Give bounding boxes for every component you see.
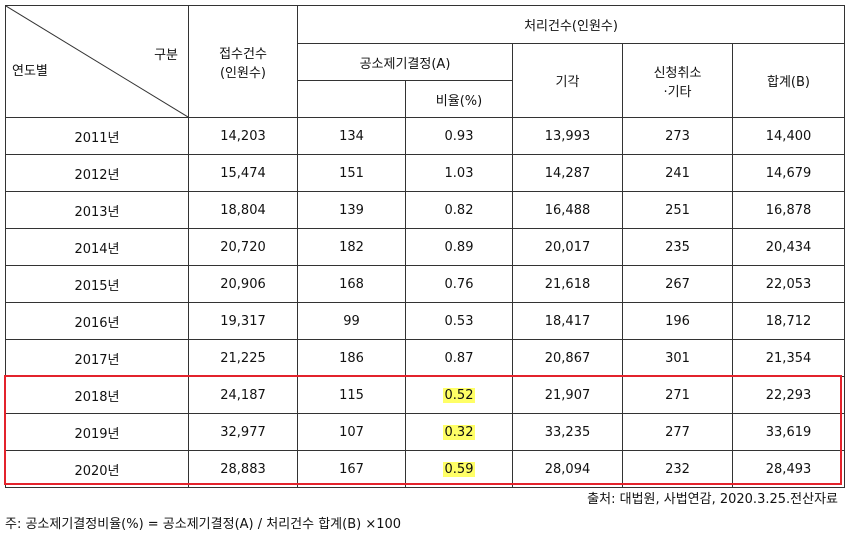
header-year-label: 연도별 — [12, 64, 48, 79]
cell-year: 2014년 — [5, 228, 189, 266]
cell-decision: 186 — [297, 339, 406, 377]
cell-year: 2013년 — [5, 191, 189, 229]
header-corner: 구분 연도별 — [5, 5, 189, 118]
cell-dismissed: 20,867 — [512, 339, 623, 377]
header-ratio: 비율(%) — [405, 80, 513, 118]
cell-dismissed: 21,907 — [512, 376, 623, 414]
cell-total: 33,619 — [731, 413, 846, 451]
cell-received: 28,883 — [188, 450, 298, 488]
cell-received: 32,977 — [188, 413, 298, 451]
cell-decision: 134 — [297, 117, 406, 155]
cell-decision: 151 — [297, 154, 406, 192]
cell-dismissed: 21,618 — [512, 265, 623, 303]
cell-received: 18,804 — [188, 191, 298, 229]
cell-decision: 99 — [297, 302, 406, 340]
table-row-highlighted: 2020년 28,883 167 0.59 28,094 232 28,493 — [5, 450, 846, 488]
ratio-highlight: 0.32 — [442, 424, 476, 440]
cell-withdrawn: 271 — [622, 376, 733, 414]
cell-received: 14,203 — [188, 117, 298, 155]
table-row: 2015년 20,906 168 0.76 21,618 267 22,053 — [5, 265, 846, 303]
header-decision-blank — [297, 80, 406, 118]
cell-dismissed: 18,417 — [512, 302, 623, 340]
cell-total: 20,434 — [731, 228, 846, 266]
table-row: 2016년 19,317 99 0.53 18,417 196 18,712 — [5, 302, 846, 340]
header-category: 구분 — [154, 48, 178, 63]
source-note: 출처: 대법원, 사법연감, 2020.3.25.전산자료 — [587, 492, 838, 507]
cell-received: 21,225 — [188, 339, 298, 377]
cell-total: 22,293 — [731, 376, 846, 414]
cell-withdrawn: 241 — [622, 154, 733, 192]
ratio-highlight: 0.52 — [442, 387, 476, 403]
cell-year: 2015년 — [5, 265, 189, 303]
cell-ratio: 1.03 — [405, 154, 513, 192]
cell-dismissed: 33,235 — [512, 413, 623, 451]
cell-received: 20,720 — [188, 228, 298, 266]
cell-withdrawn: 235 — [622, 228, 733, 266]
cell-ratio: 0.32 — [405, 413, 513, 451]
cell-year: 2018년 — [5, 376, 189, 414]
table-row: 2014년 20,720 182 0.89 20,017 235 20,434 — [5, 228, 846, 266]
cell-dismissed: 16,488 — [512, 191, 623, 229]
header-received: 접수건수 (인원수) — [188, 5, 298, 118]
table-row: 2013년 18,804 139 0.82 16,488 251 16,878 — [5, 191, 846, 229]
cell-dismissed: 28,094 — [512, 450, 623, 488]
cell-ratio: 0.93 — [405, 117, 513, 155]
cell-decision: 115 — [297, 376, 406, 414]
cell-decision: 107 — [297, 413, 406, 451]
cell-ratio: 0.82 — [405, 191, 513, 229]
cell-withdrawn: 232 — [622, 450, 733, 488]
cell-ratio: 0.87 — [405, 339, 513, 377]
cell-total: 16,878 — [731, 191, 846, 229]
cell-total: 14,400 — [731, 117, 846, 155]
cell-year: 2016년 — [5, 302, 189, 340]
statistics-table: 구분 연도별 접수건수 (인원수) 처리건수(인원수) 공소제기결정(A) 기각… — [5, 5, 846, 488]
cell-dismissed: 14,287 — [512, 154, 623, 192]
table-row-highlighted: 2018년 24,187 115 0.52 21,907 271 22,293 — [5, 376, 846, 414]
cell-received: 15,474 — [188, 154, 298, 192]
cell-withdrawn: 196 — [622, 302, 733, 340]
cell-year: 2017년 — [5, 339, 189, 377]
cell-ratio: 0.53 — [405, 302, 513, 340]
cell-received: 19,317 — [188, 302, 298, 340]
cell-dismissed: 20,017 — [512, 228, 623, 266]
cell-ratio: 0.76 — [405, 265, 513, 303]
header-total-b: 합계(B) — [731, 43, 846, 118]
cell-received: 24,187 — [188, 376, 298, 414]
table-row: 2012년 15,474 151 1.03 14,287 241 14,679 — [5, 154, 846, 192]
cell-received: 20,906 — [188, 265, 298, 303]
cell-withdrawn: 277 — [622, 413, 733, 451]
cell-decision: 182 — [297, 228, 406, 266]
diagonal-divider — [6, 6, 188, 117]
cell-year: 2019년 — [5, 413, 189, 451]
header-decision-a: 공소제기결정(A) — [297, 43, 513, 81]
table-row: 2011년 14,203 134 0.93 13,993 273 14,400 — [5, 117, 846, 155]
table-row: 2017년 21,225 186 0.87 20,867 301 21,354 — [5, 339, 846, 377]
cell-year: 2020년 — [5, 450, 189, 488]
ratio-highlight: 0.59 — [442, 461, 476, 477]
table-row-highlighted: 2019년 32,977 107 0.32 33,235 277 33,619 — [5, 413, 846, 451]
cell-year: 2011년 — [5, 117, 189, 155]
cell-total: 18,712 — [731, 302, 846, 340]
cell-decision: 168 — [297, 265, 406, 303]
header-dismissed: 기각 — [512, 43, 623, 118]
cell-total: 28,493 — [731, 450, 846, 488]
cell-year: 2012년 — [5, 154, 189, 192]
cell-withdrawn: 301 — [622, 339, 733, 377]
formula-note: 주: 공소제기결정비율(%) = 공소제기결정(A) / 처리건수 합계(B) … — [5, 517, 402, 532]
cell-dismissed: 13,993 — [512, 117, 623, 155]
header-processed: 처리건수(인원수) — [296, 5, 846, 44]
cell-ratio: 0.52 — [405, 376, 513, 414]
cell-ratio: 0.59 — [405, 450, 513, 488]
cell-ratio: 0.89 — [405, 228, 513, 266]
cell-withdrawn: 251 — [622, 191, 733, 229]
cell-total: 22,053 — [731, 265, 846, 303]
cell-withdrawn: 267 — [622, 265, 733, 303]
cell-withdrawn: 273 — [622, 117, 733, 155]
cell-decision: 167 — [297, 450, 406, 488]
cell-total: 21,354 — [731, 339, 846, 377]
header-withdrawn: 신청취소 ·기타 — [622, 43, 733, 118]
cell-decision: 139 — [297, 191, 406, 229]
cell-total: 14,679 — [731, 154, 846, 192]
